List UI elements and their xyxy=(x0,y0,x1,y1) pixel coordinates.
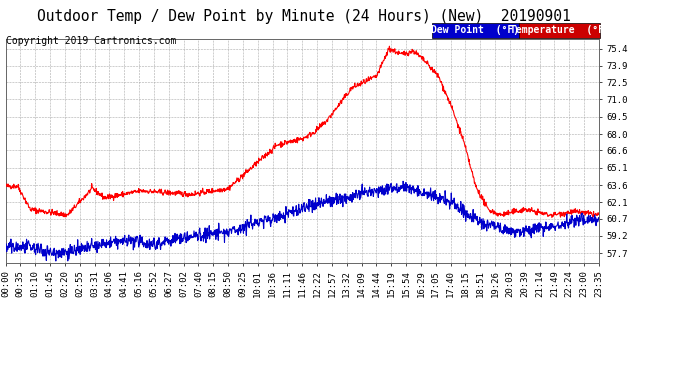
Text: Outdoor Temp / Dew Point by Minute (24 Hours) (New)  20190901: Outdoor Temp / Dew Point by Minute (24 H… xyxy=(37,9,571,24)
Text: Temperature  (°F): Temperature (°F) xyxy=(510,25,609,35)
Text: Copyright 2019 Cartronics.com: Copyright 2019 Cartronics.com xyxy=(6,36,176,46)
Text: Dew Point  (°F): Dew Point (°F) xyxy=(431,25,520,35)
